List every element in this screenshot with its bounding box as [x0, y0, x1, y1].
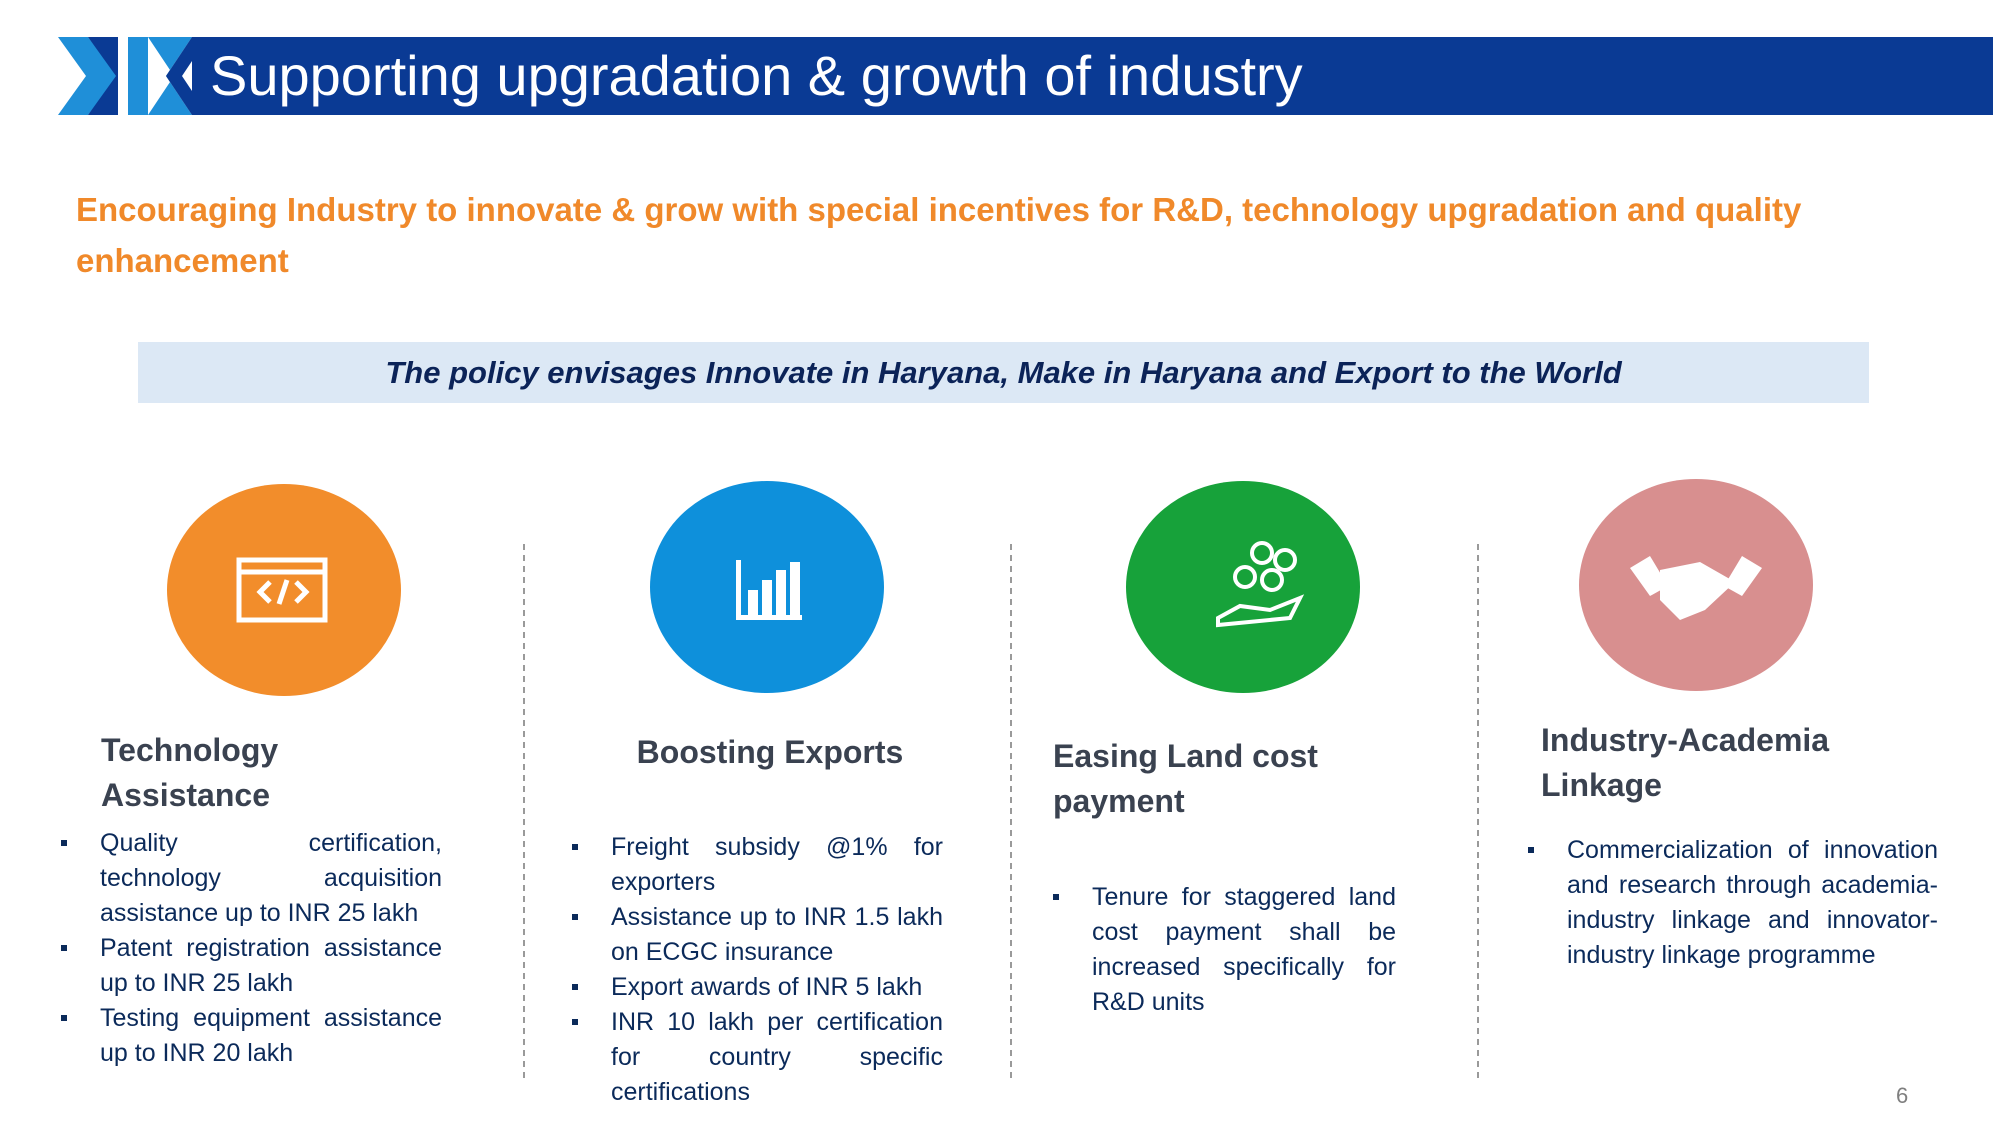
bullet-list: Tenure for staggered land cost payment s… — [1053, 880, 1396, 1020]
bullet: Patent registration assistance up to INR… — [61, 931, 442, 1001]
bullet: Commercialization of innovation and rese… — [1528, 833, 1938, 973]
header-bar — [192, 37, 1993, 115]
banner-text: The policy envisages Innovate in Haryana… — [385, 355, 1622, 390]
column-title: Boosting Exports — [636, 734, 904, 770]
bullet-list: Freight subsidy @1% for exporters Assista… — [572, 830, 943, 1110]
bullet: Testing equipment assistance up to INR 2… — [61, 1001, 442, 1071]
bullet-list: Quality certification, technology acquis… — [61, 826, 442, 1071]
bullet: INR 10 lakh per certification for countr… — [572, 1005, 943, 1110]
bullet: Quality certification, technology acquis… — [61, 826, 442, 931]
bullet-list: Commercialization of innovation and rese… — [1528, 833, 1938, 973]
bullet: Export awards of INR 5 lakh — [572, 970, 943, 1005]
logo — [58, 37, 208, 115]
bullet: Assistance up to INR 1.5 lakh on ECGC in… — [572, 900, 943, 970]
page-number: 6 — [1896, 1083, 1909, 1108]
subtitle: Encouraging Industry to innovate & grow … — [76, 191, 1802, 279]
decor — [167, 479, 1813, 1082]
slide-title: Supporting upgradation & growth of indus… — [210, 44, 1303, 107]
column-title: Technology Assistance — [101, 732, 279, 813]
column-title: Industry-Academia Linkage — [1541, 722, 1830, 803]
banner — [138, 342, 1869, 403]
bullet: Tenure for staggered land cost payment s… — [1053, 880, 1396, 1020]
bullet: Freight subsidy @1% for exporters — [572, 830, 943, 900]
column-title: Easing Land cost payment — [1053, 738, 1318, 819]
